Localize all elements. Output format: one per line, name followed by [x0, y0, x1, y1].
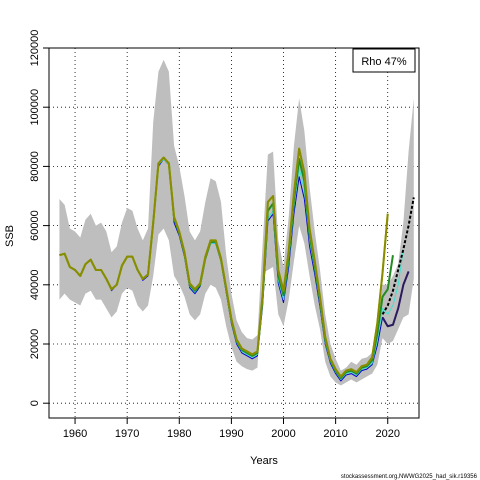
- confidence-band-area: [59, 59, 414, 386]
- x-tick-label: 1980: [167, 428, 191, 440]
- x-tick-label: 1990: [219, 428, 243, 440]
- series-line-5: [59, 147, 389, 378]
- confidence-band: [59, 59, 414, 386]
- x-axis-title: Years: [250, 455, 278, 467]
- x-tick-label: 2010: [323, 428, 347, 440]
- x-tick-label: 2020: [375, 428, 399, 440]
- series-lines: [59, 147, 415, 382]
- y-tick-label: 20000: [29, 329, 41, 360]
- legend-box: [352, 48, 416, 73]
- x-tick-label: 1970: [115, 428, 139, 440]
- x-axis: 1960 1970 1980 1990 2000 2010 2020: [63, 417, 400, 440]
- x-tick-label: 1960: [63, 428, 87, 440]
- y-tick-label: 100000: [29, 89, 41, 126]
- y-tick-label: 120000: [29, 30, 41, 67]
- footer-credit: stockassessment.org,NWWG2025_had_sik.r19…: [341, 474, 478, 480]
- y-axis-title: SSB: [4, 225, 16, 247]
- y-tick-label: 80000: [29, 151, 41, 182]
- y-axis: 0 20000 40000 60000 80000 100000 120000: [29, 30, 50, 406]
- series-line-6: [381, 271, 410, 328]
- x-tick-label: 2000: [271, 428, 295, 440]
- series-line-7: [381, 197, 415, 315]
- y-tick-label: 0: [29, 400, 41, 406]
- y-tick-label: 60000: [29, 210, 41, 241]
- legend-text: Rho 47%: [361, 56, 406, 68]
- legend: Rho 47%: [352, 48, 416, 73]
- y-tick-label: 40000: [29, 270, 41, 301]
